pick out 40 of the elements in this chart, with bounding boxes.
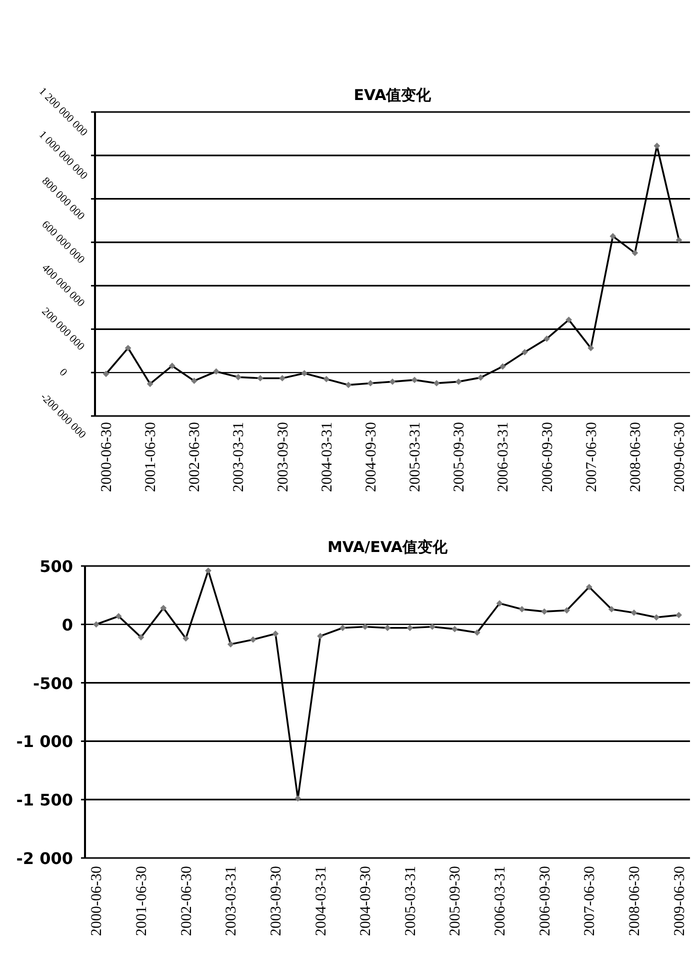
y-tick-label: -200 000 000 [38,391,88,442]
x-tick-label: 2003-03-31 [224,866,240,936]
x-tick-label: 2006-03-31 [492,866,509,936]
y-tick-label: 600 000 000 [39,218,88,266]
y-tick-label: 0 [62,615,73,634]
x-tick-label: 2005-03-31 [408,422,424,492]
x-tick-label: 2004-09-30 [363,422,380,492]
x-tick-label: 2001-06-30 [134,866,150,936]
x-tick-label: 2003-09-30 [268,866,284,936]
x-tick-label: 2008-06-30 [626,866,643,936]
x-tick-label: 2009-06-30 [672,422,688,492]
x-tick-label: 2006-09-30 [537,866,554,936]
x-tick-label: 2002-06-30 [178,866,195,936]
x-tick-label: 2006-09-30 [540,422,556,492]
y-tick-label: -1 500 [16,790,73,810]
chart-title: EVA值变化 [354,86,432,104]
x-tick-label: 2007-06-30 [582,866,598,936]
y-tick-label: 0 [56,366,70,380]
x-tick-label: 2004-03-31 [319,422,336,492]
x-tick-label: 2004-09-30 [358,866,374,936]
x-tick-label: 2005-09-30 [448,866,464,936]
x-tick-label: 2002-06-30 [187,422,204,492]
chart-title: MVA/EVA值变化 [327,538,449,556]
x-tick-label: 2004-03-31 [313,866,330,936]
x-tick-label: 2001-06-30 [143,422,160,492]
x-tick-label: 2000-06-30 [89,866,106,936]
y-tick-label: -2 000 [16,849,73,868]
x-tick-label: 2000-06-30 [99,422,116,492]
y-tick-label: 200 000 000 [39,305,88,354]
x-tick-label: 2007-06-30 [584,422,600,492]
y-tick-label: 500 [40,557,73,576]
y-tick-label: -1 000 [16,732,73,752]
x-tick-label: 2008-06-30 [628,422,644,492]
y-tick-label: -500 [32,674,73,693]
x-tick-label: 2006-03-31 [496,422,512,492]
x-tick-label: 2005-03-31 [402,866,419,936]
x-tick-label: 2003-03-31 [231,422,248,492]
x-tick-label: 2009-06-30 [672,866,688,936]
x-tick-label: 2003-09-30 [275,422,292,492]
x-tick-label: 2005-09-30 [452,422,468,492]
